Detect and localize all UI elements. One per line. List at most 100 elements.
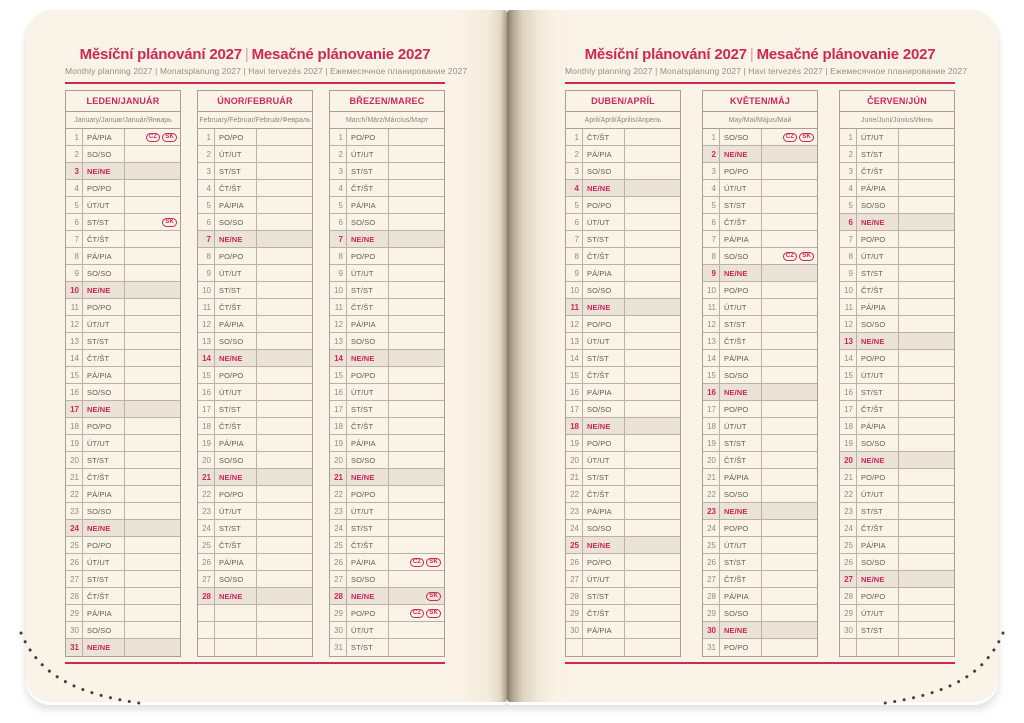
- day-note-cell[interactable]: [125, 588, 180, 604]
- day-note-cell[interactable]: [389, 333, 444, 349]
- day-note-cell[interactable]: [625, 248, 680, 264]
- day-note-cell[interactable]: [899, 214, 954, 230]
- day-note-cell[interactable]: [125, 571, 180, 587]
- day-note-cell[interactable]: [257, 231, 312, 247]
- day-note-cell[interactable]: [257, 180, 312, 196]
- day-note-cell[interactable]: [762, 367, 817, 383]
- day-note-cell[interactable]: [899, 469, 954, 485]
- day-note-cell[interactable]: [257, 350, 312, 366]
- day-note-cell[interactable]: [762, 146, 817, 162]
- day-note-cell[interactable]: [899, 231, 954, 247]
- day-note-cell[interactable]: [762, 554, 817, 570]
- day-note-cell[interactable]: [125, 316, 180, 332]
- day-note-cell[interactable]: [389, 452, 444, 468]
- day-note-cell[interactable]: [625, 367, 680, 383]
- day-note-cell[interactable]: [125, 282, 180, 298]
- day-note-cell[interactable]: [762, 435, 817, 451]
- day-note-cell[interactable]: [125, 452, 180, 468]
- day-note-cell[interactable]: [899, 146, 954, 162]
- day-note-cell[interactable]: [257, 571, 312, 587]
- day-note-cell[interactable]: [899, 435, 954, 451]
- day-note-cell[interactable]: [125, 180, 180, 196]
- day-note-cell[interactable]: [125, 486, 180, 502]
- day-note-cell[interactable]: [899, 367, 954, 383]
- day-note-cell[interactable]: [899, 571, 954, 587]
- day-note-cell[interactable]: [389, 299, 444, 315]
- day-note-cell[interactable]: [389, 231, 444, 247]
- day-note-cell[interactable]: [257, 316, 312, 332]
- day-note-cell[interactable]: [625, 146, 680, 162]
- day-note-cell[interactable]: [389, 214, 444, 230]
- day-note-cell[interactable]: [125, 248, 180, 264]
- day-note-cell[interactable]: [899, 401, 954, 417]
- day-note-cell[interactable]: [389, 418, 444, 434]
- day-note-cell[interactable]: [257, 163, 312, 179]
- day-note-cell[interactable]: [389, 384, 444, 400]
- day-note-cell[interactable]: [625, 401, 680, 417]
- day-note-cell[interactable]: [899, 486, 954, 502]
- day-note-cell[interactable]: [625, 537, 680, 553]
- day-note-cell[interactable]: [762, 231, 817, 247]
- day-note-cell[interactable]: [125, 435, 180, 451]
- day-note-cell[interactable]: [899, 180, 954, 196]
- day-note-cell[interactable]: [125, 503, 180, 519]
- day-note-cell[interactable]: [762, 622, 817, 638]
- day-note-cell[interactable]: [625, 520, 680, 536]
- day-note-cell[interactable]: [125, 605, 180, 621]
- day-note-cell[interactable]: [257, 639, 312, 656]
- day-note-cell[interactable]: [762, 486, 817, 502]
- day-note-cell[interactable]: [899, 163, 954, 179]
- day-note-cell[interactable]: [625, 180, 680, 196]
- day-note-cell[interactable]: [125, 163, 180, 179]
- day-note-cell[interactable]: [389, 265, 444, 281]
- day-note-cell[interactable]: [762, 639, 817, 656]
- day-note-cell[interactable]: [257, 197, 312, 213]
- day-note-cell[interactable]: [899, 418, 954, 434]
- day-note-cell[interactable]: [625, 282, 680, 298]
- day-note-cell[interactable]: [625, 197, 680, 213]
- day-note-cell[interactable]: [257, 418, 312, 434]
- day-note-cell[interactable]: [389, 146, 444, 162]
- day-note-cell[interactable]: [125, 350, 180, 366]
- day-note-cell[interactable]: [389, 350, 444, 366]
- day-note-cell[interactable]: [125, 639, 180, 656]
- day-note-cell[interactable]: [125, 146, 180, 162]
- day-note-cell[interactable]: [625, 265, 680, 281]
- day-note-cell[interactable]: [899, 554, 954, 570]
- day-note-cell[interactable]: [389, 180, 444, 196]
- day-note-cell[interactable]: [125, 197, 180, 213]
- day-note-cell[interactable]: [389, 316, 444, 332]
- day-note-cell[interactable]: [389, 367, 444, 383]
- day-note-cell[interactable]: [125, 333, 180, 349]
- day-note-cell[interactable]: [389, 503, 444, 519]
- day-note-cell[interactable]: [625, 503, 680, 519]
- day-note-cell[interactable]: [389, 197, 444, 213]
- day-note-cell[interactable]: CZ SK: [762, 129, 817, 145]
- day-note-cell[interactable]: [257, 367, 312, 383]
- day-note-cell[interactable]: [762, 571, 817, 587]
- day-note-cell[interactable]: [625, 333, 680, 349]
- day-note-cell[interactable]: [257, 622, 312, 638]
- day-note-cell[interactable]: [625, 571, 680, 587]
- day-note-cell[interactable]: [899, 622, 954, 638]
- day-note-cell[interactable]: [762, 401, 817, 417]
- day-note-cell[interactable]: [762, 316, 817, 332]
- day-note-cell[interactable]: [125, 231, 180, 247]
- day-note-cell[interactable]: [389, 401, 444, 417]
- day-note-cell[interactable]: CZ SK: [389, 605, 444, 621]
- day-note-cell[interactable]: [899, 299, 954, 315]
- day-note-cell[interactable]: [125, 384, 180, 400]
- day-note-cell[interactable]: [625, 486, 680, 502]
- day-note-cell[interactable]: [762, 537, 817, 553]
- day-note-cell[interactable]: [389, 520, 444, 536]
- day-note-cell[interactable]: [899, 605, 954, 621]
- day-note-cell[interactable]: [257, 129, 312, 145]
- day-note-cell[interactable]: [625, 384, 680, 400]
- day-note-cell[interactable]: [257, 486, 312, 502]
- day-note-cell[interactable]: [389, 129, 444, 145]
- day-note-cell[interactable]: [899, 129, 954, 145]
- day-note-cell[interactable]: [625, 299, 680, 315]
- day-note-cell[interactable]: [625, 469, 680, 485]
- day-note-cell[interactable]: [389, 622, 444, 638]
- day-note-cell[interactable]: [899, 265, 954, 281]
